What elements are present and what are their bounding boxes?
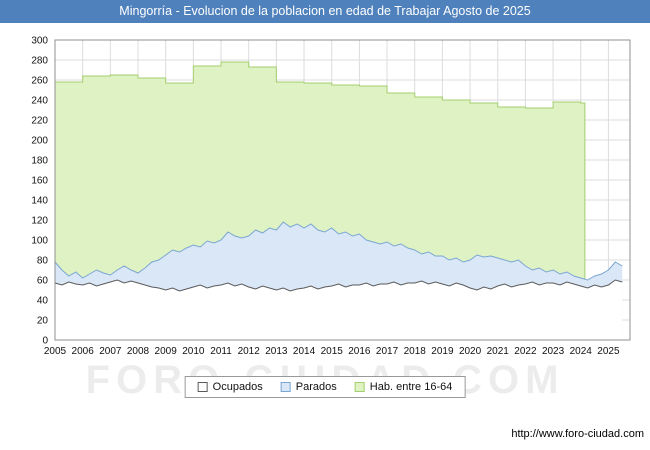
y-tick-label: 80 [37, 256, 49, 267]
page-title: Mingorría - Evolucion de la poblacion en… [119, 4, 531, 18]
y-tick-label: 280 [31, 56, 48, 67]
y-tick-label: 140 [31, 196, 48, 207]
y-tick-label: 240 [31, 96, 48, 107]
plot-border [54, 39, 631, 341]
y-tick-label: 20 [37, 316, 49, 327]
x-tick-label: 2009 [155, 346, 178, 357]
x-tick-label: 2010 [182, 346, 205, 357]
title-bar: Mingorría - Evolucion de la poblacion en… [0, 0, 650, 23]
y-tick-label: 200 [31, 136, 48, 147]
legend-item-parados: Parados [280, 381, 337, 393]
ocupados-line [54, 279, 623, 292]
x-tick-label: 2019 [431, 346, 454, 357]
x-tick-label: 2015 [321, 346, 344, 357]
x-tick-label: 2021 [487, 346, 510, 357]
legend-label-ocupados: Ocupados [212, 381, 263, 393]
legend-label-parados: Parados [295, 381, 337, 393]
y-tick-label: 180 [31, 156, 48, 167]
x-tick-label: 2014 [293, 346, 316, 357]
parados-line [54, 221, 623, 281]
y-tick-label: 300 [31, 36, 48, 47]
habitantes-swatch-icon [354, 382, 365, 392]
x-tick-label: 2018 [404, 346, 427, 357]
ocupados-swatch-icon [197, 382, 208, 392]
x-tick-label: 2006 [72, 346, 95, 357]
x-tick-label: 2011 [210, 346, 232, 357]
x-tick-label: 2005 [44, 346, 67, 357]
x-tick-label: 2023 [542, 346, 565, 357]
y-tick-label: 40 [37, 296, 49, 307]
legend-item-ocupados: Ocupados [197, 381, 263, 393]
x-tick-label: 2007 [99, 346, 122, 357]
y-tick-label: 120 [31, 216, 48, 227]
y-tick-label: 260 [31, 76, 48, 87]
y-tick-label: 60 [37, 276, 49, 287]
x-tick-label: 2013 [265, 346, 288, 357]
y-tick-label: 220 [31, 116, 48, 127]
x-tick-label: 2020 [459, 346, 482, 357]
axis-labels: 0 20 40 60 80 100 120 140 160 180 200 220 240 260 280 3… [31, 36, 620, 358]
x-tick-label: 2008 [127, 346, 150, 357]
x-tick-label: 2016 [348, 346, 371, 357]
x-tick-label: 2017 [376, 346, 399, 357]
ocupados-area [55, 280, 623, 340]
chart-legend: Ocupados Parados Hab. entre 16-64 [184, 376, 466, 398]
y-tick-label: 160 [31, 176, 48, 187]
footer-url: http://www.foro-ciudad.com [511, 428, 644, 440]
legend-item-habitantes: Hab. entre 16-64 [354, 381, 453, 393]
x-tick-label: 2025 [597, 346, 620, 357]
x-tick-label: 2024 [570, 346, 593, 357]
habitantes-line [55, 61, 586, 340]
y-tick-label: 0 [42, 336, 48, 347]
x-tick-label: 2022 [514, 346, 537, 357]
y-tick-label: 100 [31, 236, 48, 247]
x-tick-label: 2012 [238, 346, 261, 357]
legend-label-habitantes: Hab. entre 16-64 [369, 381, 453, 393]
parados-swatch-icon [280, 382, 291, 392]
